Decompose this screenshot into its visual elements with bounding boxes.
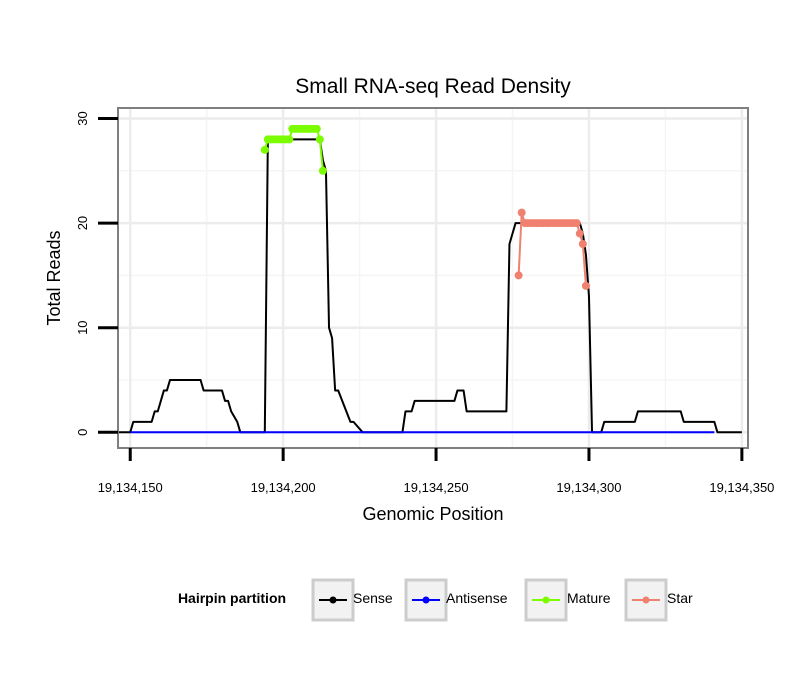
- legend-key-point-antisense: [422, 596, 430, 604]
- data-point-star: [572, 219, 581, 228]
- y-tick-label: 10: [75, 320, 90, 334]
- data-point-mature: [315, 135, 324, 144]
- y-tick-label: 30: [75, 111, 90, 125]
- data-point-star: [514, 271, 523, 280]
- plot-panel: [118, 108, 748, 448]
- data-point-star: [517, 208, 526, 217]
- x-tick-label: 19,134,150: [98, 480, 163, 495]
- data-point-mature: [260, 145, 269, 154]
- data-point-mature: [318, 166, 327, 175]
- axes: 19,134,150 19,134,200 19,134,250 19,134,300…: [75, 111, 774, 495]
- legend-title: Hairpin partition: [178, 590, 286, 606]
- x-tick-label: 19,134,300: [556, 480, 621, 495]
- plot-border: [117, 107, 749, 449]
- x-tick-label: 19,134,350: [709, 480, 774, 495]
- legend-key-point-sense: [329, 596, 337, 604]
- legend-key-point-star: [642, 596, 650, 604]
- x-tick-label: 19,134,200: [251, 480, 316, 495]
- legend: Hairpin partition Sense Antisense Mature St…: [178, 578, 693, 622]
- series-points: [260, 124, 590, 290]
- data-point-mature: [285, 135, 294, 144]
- legend-label-mature: Mature: [567, 590, 611, 606]
- x-tick-label: 19,134,250: [404, 480, 469, 495]
- data-point-star: [575, 229, 584, 238]
- x-axis-label: Genomic Position: [362, 504, 503, 524]
- chart-title: Small RNA-seq Read Density: [295, 75, 571, 98]
- y-axis-label: Total Reads: [44, 230, 64, 325]
- y-tick-label: 20: [75, 216, 90, 230]
- y-tick-label: 0: [75, 429, 90, 436]
- legend-label-antisense: Antisense: [446, 590, 508, 606]
- legend-label-sense: Sense: [353, 590, 393, 606]
- data-point-star: [578, 240, 587, 248]
- data-point-mature: [312, 124, 321, 133]
- legend-label-star: Star: [667, 590, 693, 606]
- legend-key-point-mature: [542, 596, 550, 604]
- data-point-star: [581, 281, 590, 290]
- series-line-sense: [118, 138, 742, 434]
